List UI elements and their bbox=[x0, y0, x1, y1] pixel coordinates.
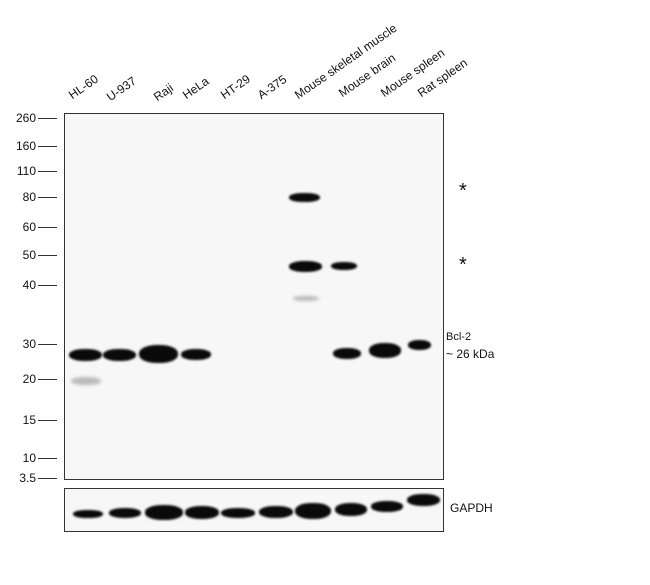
band-nonspecific bbox=[289, 261, 322, 272]
mw-marker-tick bbox=[38, 255, 57, 256]
loading-control-label: GAPDH bbox=[450, 501, 493, 515]
band-bcl2 bbox=[181, 349, 211, 360]
size-label: ~ 26 kDa bbox=[446, 347, 495, 361]
faint-band bbox=[71, 377, 101, 385]
band-gapdh bbox=[145, 505, 183, 520]
asterisk-marker: * bbox=[459, 180, 467, 202]
target-label: Bcl-2 bbox=[446, 331, 472, 343]
mw-marker-tick bbox=[38, 118, 57, 119]
mw-marker-label: 30 bbox=[22, 337, 36, 351]
band-bcl2 bbox=[369, 343, 401, 358]
mw-marker-label: 80 bbox=[22, 190, 36, 204]
faint-band bbox=[293, 296, 319, 301]
band-gapdh bbox=[335, 503, 367, 516]
mw-marker-tick bbox=[38, 197, 57, 198]
band-nonspecific bbox=[331, 262, 357, 270]
lane-label: HT-29 bbox=[217, 71, 253, 102]
asterisk-marker: * bbox=[459, 254, 467, 276]
mw-marker-label: 3.5 bbox=[19, 471, 36, 485]
gapdh-blot-panel bbox=[64, 488, 444, 532]
band-gapdh bbox=[407, 494, 440, 506]
mw-marker-label: 15 bbox=[22, 413, 36, 427]
mw-marker-label: 260 bbox=[15, 111, 36, 125]
mw-marker-tick bbox=[38, 146, 57, 147]
lane-label: U-937 bbox=[103, 73, 139, 104]
band-bcl2 bbox=[139, 345, 178, 363]
lane-label: A-375 bbox=[254, 72, 290, 102]
mw-marker-label: 20 bbox=[22, 372, 36, 386]
band-bcl2 bbox=[333, 348, 361, 359]
mw-marker-label: 50 bbox=[22, 248, 36, 262]
band-nonspecific bbox=[289, 193, 320, 202]
mw-marker-tick bbox=[38, 227, 57, 228]
band-gapdh bbox=[295, 503, 331, 519]
lane-label: HL-60 bbox=[65, 71, 101, 102]
mw-marker-label: 110 bbox=[16, 164, 36, 178]
mw-marker-tick bbox=[38, 344, 57, 345]
band-gapdh bbox=[73, 510, 103, 518]
mw-marker-label: 10 bbox=[22, 451, 36, 465]
mw-marker-tick bbox=[38, 171, 57, 172]
mw-marker-label: 160 bbox=[15, 139, 36, 153]
band-gapdh bbox=[221, 508, 255, 518]
band-gapdh bbox=[185, 506, 219, 519]
mw-marker-tick bbox=[38, 478, 57, 479]
band-gapdh bbox=[371, 501, 403, 512]
band-bcl2 bbox=[69, 349, 102, 361]
lane-label: HeLa bbox=[179, 74, 212, 102]
main-blot-panel bbox=[64, 113, 444, 480]
band-gapdh bbox=[109, 508, 141, 518]
mw-marker-tick bbox=[38, 379, 57, 380]
band-bcl2 bbox=[103, 349, 136, 361]
mw-marker-label: 40 bbox=[22, 278, 36, 292]
mw-marker-tick bbox=[38, 458, 57, 459]
band-bcl2 bbox=[408, 340, 431, 350]
mw-marker-tick bbox=[38, 420, 57, 421]
band-gapdh bbox=[259, 506, 293, 518]
mw-marker-label: 60 bbox=[22, 220, 36, 234]
lane-label: Raji bbox=[150, 80, 176, 104]
mw-marker-tick bbox=[38, 285, 57, 286]
